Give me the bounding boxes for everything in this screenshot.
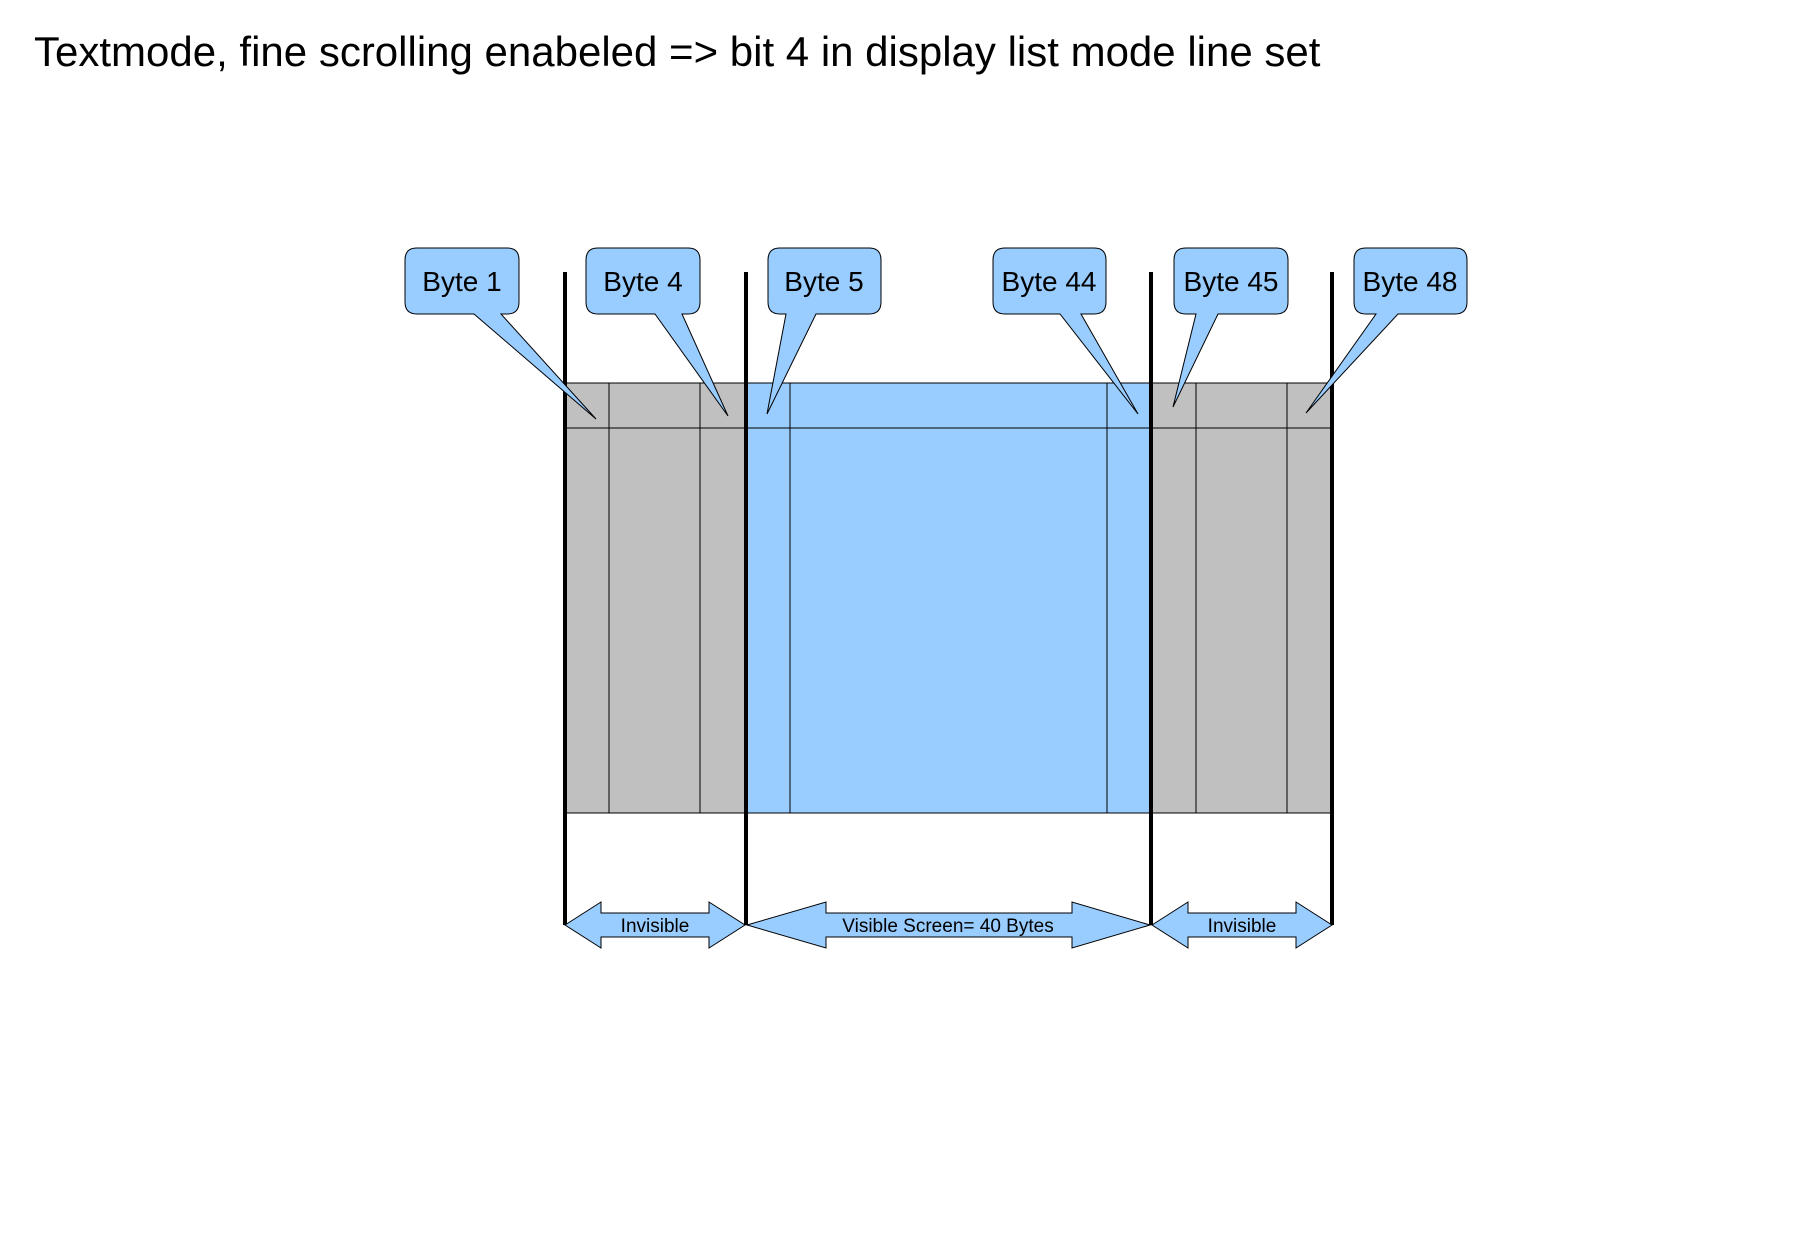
callout-label: Byte 45 (1184, 266, 1279, 297)
arrow-label: Invisible (1208, 916, 1277, 937)
callout-byte-48: Byte 48 (1305, 247, 1468, 414)
double-arrow-shape (1151, 901, 1333, 949)
invisible-region-right (1150, 382, 1333, 814)
callout-label: Byte 5 (784, 266, 863, 297)
arrow-visible-screen: Visible Screen= 40 Bytes (745, 901, 1152, 949)
double-arrow-shape (745, 901, 1152, 949)
arrow-invisible-right: Invisible (1151, 901, 1333, 949)
arrow-label: Visible Screen= 40 Bytes (842, 916, 1053, 937)
callout-label: Byte 44 (1002, 266, 1097, 297)
invisible-region-left (564, 382, 747, 814)
callout-byte-4: Byte 4 (585, 247, 729, 417)
callout-byte-45: Byte 45 (1172, 247, 1289, 408)
callout-bubble (1172, 247, 1289, 408)
callout-byte-44: Byte 44 (992, 247, 1139, 415)
callout-bubble (585, 247, 729, 417)
callout-byte-1: Byte 1 (404, 247, 597, 420)
callout-label: Byte 4 (603, 266, 682, 297)
callout-label: Byte 1 (422, 266, 501, 297)
callout-label: Byte 48 (1363, 266, 1458, 297)
byte-column-dividers (608, 383, 1288, 813)
callout-bubble (1305, 247, 1468, 414)
arrow-invisible-left: Invisible (564, 901, 746, 949)
callout-bubble (992, 247, 1139, 415)
arrow-label: Invisible (621, 916, 690, 937)
callout-bubble (766, 247, 882, 415)
page-title: Textmode, fine scrolling enabeled => bit… (34, 28, 1321, 75)
callout-bubble (404, 247, 597, 420)
callout-byte-5: Byte 5 (766, 247, 882, 415)
double-arrow-shape (564, 901, 746, 949)
visible-region (745, 382, 1152, 814)
